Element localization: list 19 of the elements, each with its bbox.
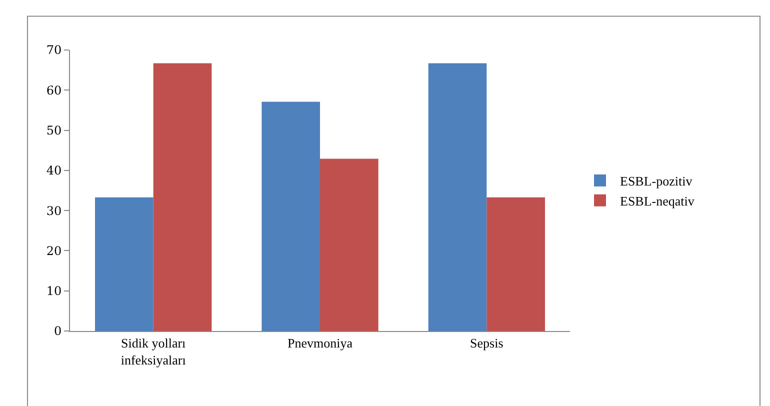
bar [486,197,545,331]
y-tick-label: 10 [46,284,62,298]
y-tick-label: 50 [46,123,62,138]
x-tick-label: Pnevmoniya [288,336,353,351]
bar [153,63,212,331]
y-tick-label: 30 [46,204,62,218]
bar [320,158,378,331]
y-tick-label: 20 [46,244,62,258]
x-tick-label: Sidik yolları infeksiyaları [120,336,186,368]
bar [262,102,320,331]
y-tick-label: 0 [54,324,62,338]
legend-label: ESBL-neqativ [620,193,695,208]
legend-label: ESBL-pozitiv [620,174,693,189]
bar [95,197,154,331]
y-tick-label: 70 [46,43,62,58]
y-tick-label: 60 [46,83,62,98]
y-tick-label: 40 [46,164,62,178]
bar [428,63,487,331]
x-tick-label: Sepsis [470,336,504,351]
